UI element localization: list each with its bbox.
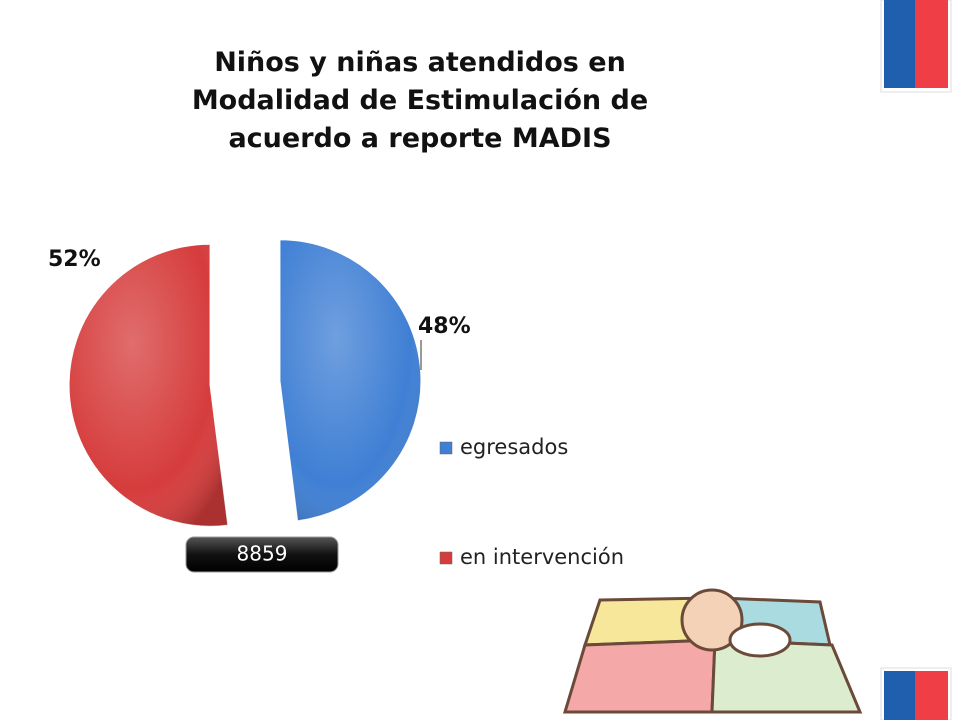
flag-bottom (880, 667, 952, 720)
legend-swatch (439, 441, 453, 455)
legend-label: en intervención (460, 545, 624, 569)
slice-shine (279, 239, 421, 521)
data-label: 52% (48, 247, 101, 272)
slice-shine (69, 244, 228, 527)
chart-title: Niños y niñas atendidos en Modalidad de … (191, 47, 649, 154)
legend-label: egresados (460, 435, 568, 459)
play-mat (562, 588, 863, 714)
annotation: 8859 (237, 542, 288, 566)
flag-top (880, 0, 952, 93)
data-label: 48% (418, 314, 471, 339)
legend-swatch (439, 551, 453, 565)
annotation-box (185, 536, 339, 573)
